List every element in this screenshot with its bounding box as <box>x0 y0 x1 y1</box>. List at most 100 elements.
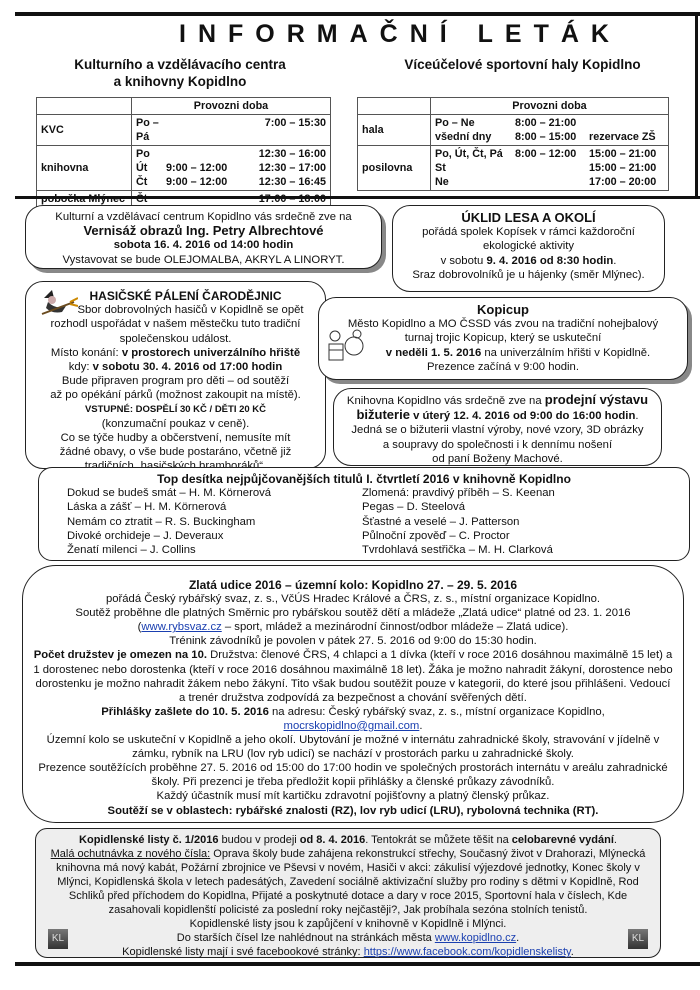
notice-place: v prostorech univerzálního hřiště <box>121 346 301 359</box>
hasici-notice: HASIČSKÉ PÁLENÍ ČARODĚJNIC Sbor dobrovol… <box>25 281 326 472</box>
zlata-udice-notice: Zlatá udice 2016 – územní kolo: Kopidlno… <box>22 565 684 823</box>
kl-logo: KL <box>48 929 68 949</box>
notice-emphasis: Kopidlenské listy č. 1/2016 <box>79 834 219 846</box>
day: Po, Út, Čt, Pá <box>435 148 503 160</box>
football-players-icon <box>328 329 364 361</box>
day: Čt <box>136 193 148 205</box>
notice-text: Bude připraven program pro děti – od sou… <box>61 375 290 388</box>
list-item: Půlnoční zpověď – C. Proctor <box>362 529 510 542</box>
time: 8:00 – 15:00 <box>515 131 577 143</box>
vernisaz-notice: Kulturní a vzdělávací centrum Kopidlno v… <box>25 205 382 269</box>
left-header-line: a knihovny Kopidlno <box>113 74 247 89</box>
time: 12:30 – 17:00 <box>258 162 326 174</box>
time <box>166 116 246 144</box>
notice-text: v sobotu <box>440 254 487 267</box>
day: St <box>435 162 446 174</box>
section-rule <box>15 196 700 199</box>
notice-text: budou v prodeji <box>218 834 300 846</box>
hall-hours-table: Provozni doba hala Po – Ne 8:00 – 21:00 v… <box>357 97 669 191</box>
kopidlenske-listy-notice: KL KL Kopidlenské listy č. 1/2016 budou … <box>35 828 661 958</box>
notice-subheading: Malá ochutnávka z nového čísla: <box>50 848 211 860</box>
day: Po – Pá <box>136 117 159 143</box>
notice-heading: Kopicup <box>477 302 529 317</box>
notice-emphasis: Počet družstev je omezen na 10. <box>33 649 207 662</box>
notice-text: pořádá Český rybářský svaz, z. s., VčÚS … <box>105 593 601 606</box>
notice-date: od 8. 4. 2016 <box>299 834 366 846</box>
right-rule <box>695 12 698 199</box>
email-link[interactable]: mocrskopidlno@gmail.com <box>283 719 420 732</box>
notice-text: Družstva: členové ČRS, 4 chlapci a 1 dív… <box>33 649 673 704</box>
notice-date: v neděli 1. 5. 2016 <box>385 346 482 359</box>
day: Út <box>136 162 148 174</box>
day: Po <box>136 148 150 160</box>
table-header: Provozni doba <box>131 97 331 115</box>
notice-text: kdy: <box>68 361 93 374</box>
kopidlno-link[interactable]: www.kopidlno.cz <box>434 932 517 944</box>
notice-heading: HASIČSKÉ PÁLENÍ ČARODĚJNIC <box>89 289 282 303</box>
notice-text: . <box>613 254 617 267</box>
notice-text: ( <box>137 621 142 634</box>
notice-heading: Zlatá udice 2016 – územní kolo: Kopidlno… <box>188 578 518 592</box>
notice-text: Do starších čísel lze nahlédnout na strá… <box>176 932 435 944</box>
notice-text: Co se týče hudby a občerstvení, nemusíte… <box>60 432 291 445</box>
row-label: KVC <box>36 114 132 146</box>
notice-text: . <box>516 932 520 944</box>
time: 8:00 – 12:00 <box>515 148 577 160</box>
time: 15:00 – 21:00 <box>589 162 657 174</box>
list-item: Pegas – D. Steelová <box>362 501 465 514</box>
time <box>166 147 246 161</box>
rybsvaz-link[interactable]: www.rybsvaz.cz <box>141 621 222 634</box>
notice-text: Sraz dobrovolníků je u hájenky (směr Mlý… <box>412 268 645 281</box>
day: Čt <box>136 176 148 188</box>
time: 9:00 – 12:00 <box>166 176 228 188</box>
time <box>515 161 589 175</box>
notice-date: v sobotu 30. 4. 2016 od 17:00 hodin <box>92 361 283 374</box>
notice-text: Prezence začíná v 9:00 hodin. <box>427 360 579 373</box>
day: Po – Ne <box>435 117 475 129</box>
time: 17:00 – 18:00 <box>258 193 326 205</box>
notice-text: Město Kopidlno a MO ČSSD vás zvou na tra… <box>347 318 659 331</box>
notice-text: žádné obavy, o vše bude postaráno, včetn… <box>59 446 292 459</box>
right-header: Víceúčelové sportovní haly Kopidlno <box>404 57 641 72</box>
top10-box: Top desítka nejpůjčovanějších titulů I. … <box>38 467 690 561</box>
notice-text: (konzumační poukaz v ceně). <box>101 417 250 430</box>
table-row: knihovna Po 12:30 – 16:00 Út 9:00 – 12:00 1… <box>36 145 331 191</box>
top-rule <box>15 12 700 16</box>
top10-title: Top desítka nejpůjčovanějších titulů I. … <box>157 472 571 486</box>
page-title: INFORMAČNÍ LETÁK <box>179 20 621 48</box>
row-label: posilovna <box>357 145 431 191</box>
list-item: Ženatí milenci – J. Collins <box>67 544 196 557</box>
notice-heading: ÚKLID LESA A OKOLÍ <box>461 210 596 225</box>
notice-heading: bižuterie <box>356 407 410 423</box>
witch-icon <box>41 290 78 315</box>
left-header: Kulturního a vzdělávacího centra a kniho… <box>55 56 305 90</box>
notice-emphasis: celobarevné vydání <box>511 834 614 846</box>
list-item: Dokud se budeš smát – H. M. Körnerová <box>67 487 272 500</box>
list-item: Zlomená: pravdivý příběh – S. Keenan <box>362 487 555 500</box>
row-label: knihovna <box>36 145 132 191</box>
time <box>166 192 246 206</box>
notice-text: . <box>613 834 617 846</box>
list-item: Nemám co ztratit – R. S. Buckingham <box>67 515 256 528</box>
notice-text: Trénink závodníků je povolen v pátek 27.… <box>169 635 537 648</box>
time: rezervace ZŠ <box>589 131 656 143</box>
notice-emphasis: Přihlášky zašlete do 10. 5. 2016 <box>101 705 269 718</box>
notice-text: turnaj trojic Kopicup, který se uskutečn… <box>404 332 602 345</box>
notice-text: Oprava školy bude zahájena rekonstrukcí … <box>56 848 646 916</box>
facebook-link[interactable]: https://www.facebook.com/kopidlenskelist… <box>363 946 571 958</box>
notice-price: VSTUPNÉ: DOSPĚLÍ 30 KČ / DĚTI 20 KČ <box>84 403 267 415</box>
list-item: Tvrdohlavá sestřička – M. H. Clarková <box>362 544 553 557</box>
notice-text: Sbor dobrovolných hasičů v Kopidlně se o… <box>77 304 304 317</box>
notice-text: Územní kolo se uskuteční v Kopidlně a je… <box>46 734 660 761</box>
time <box>515 175 589 189</box>
left-header-line: Kulturního a vzdělávacího centra <box>74 57 286 72</box>
notice-text: Kulturní a vzdělávací centrum Kopidlno v… <box>55 211 352 223</box>
notice-text: až po opékání párků (možnost zakoupit na… <box>50 389 301 402</box>
notice-text: na adresu: Český rybářský svaz, z. s., m… <box>268 705 605 718</box>
notice-text: Kopidlenské listy jsou k zapůjčení v kni… <box>189 918 507 930</box>
notice-text: Místo konání: <box>50 346 122 359</box>
notice-text: . <box>570 946 574 958</box>
table-row: hala Po – Ne 8:00 – 21:00 všední dny 8:00 … <box>357 114 669 146</box>
time: 12:30 – 16:00 <box>258 148 326 160</box>
